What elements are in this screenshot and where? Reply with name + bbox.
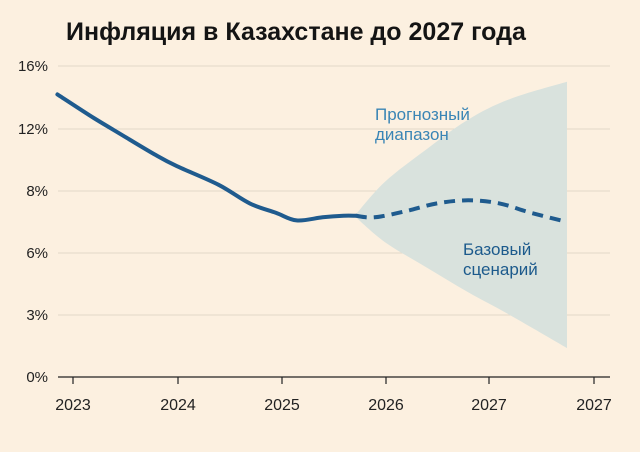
forecast-line [355,198,568,224]
chart-title: Инфляция в Казахстане до 2027 года [66,18,527,46]
base-scenario-label: сценарий [463,260,538,279]
y-tick-labels: 0% 3% 6% 8% 12% 16% [18,58,48,386]
x-tick-label: 2024 [160,397,196,414]
x-tick-label: 2025 [264,397,300,414]
forecast-range-label: Прогнозный [375,105,470,124]
x-tick-label: 2027 [576,397,612,414]
y-tick-label: 3% [26,307,48,324]
actual-line [55,92,358,223]
x-tick-label: 2026 [368,397,404,414]
x-tick-label: 2023 [55,397,91,414]
line-layer [55,92,568,224]
x-tick-label: 2027 [471,397,507,414]
y-tick-label: 12% [18,121,48,138]
forecast-range-band [355,81,567,349]
forecast-range-label: диапазон [375,125,449,144]
base-scenario-label: Базовый [463,240,531,259]
y-tick-label: 0% [26,369,48,386]
x-axis: 2023 2024 2025 2026 2027 2027 [55,376,612,414]
y-tick-label: 8% [26,183,48,200]
forecast-band-layer [355,81,567,349]
y-tick-label: 6% [26,245,48,262]
y-tick-label: 16% [18,58,48,75]
